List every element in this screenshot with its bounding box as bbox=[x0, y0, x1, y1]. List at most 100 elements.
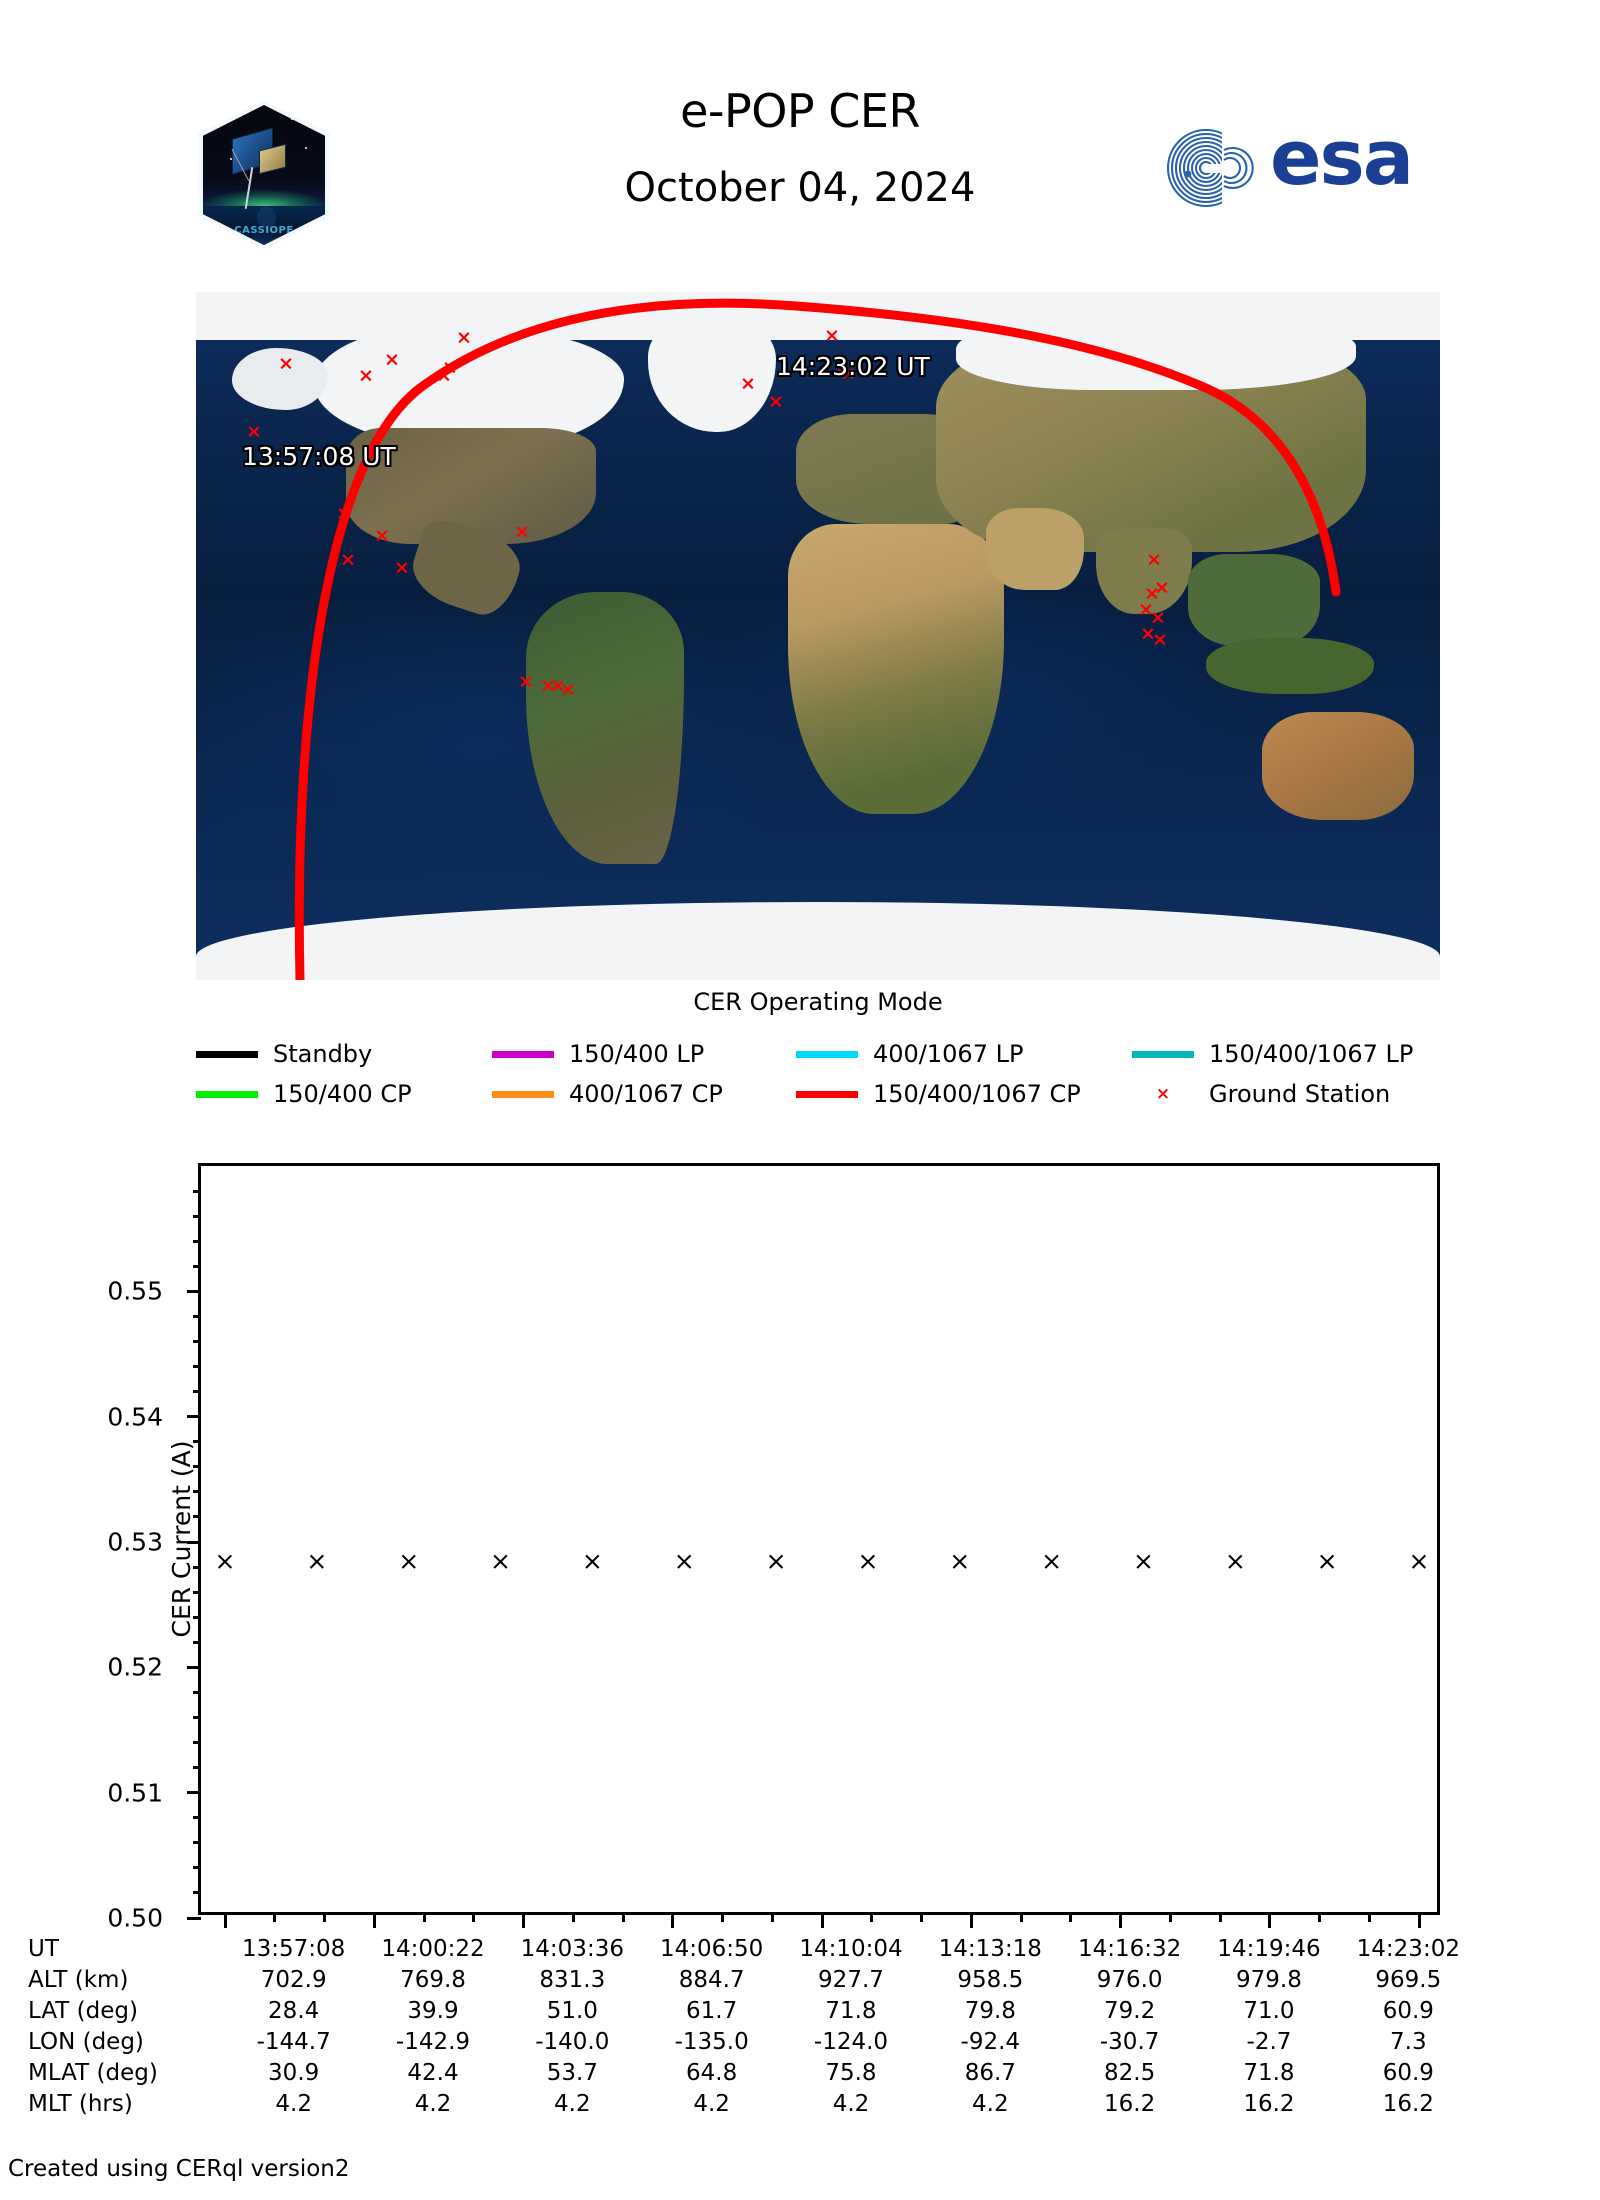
legend-color-swatch bbox=[1132, 1050, 1194, 1058]
ground-station-marker: × bbox=[456, 326, 472, 349]
table-cell: 42.4 bbox=[407, 2060, 459, 2086]
table-row: LON (deg) -144.7 -142.9 -140.0 -135.0 -124.0 -… bbox=[28, 2027, 1478, 2058]
y-tick-minor bbox=[193, 1891, 201, 1895]
y-tick-minor bbox=[193, 1440, 201, 1444]
table-cell: 979.8 bbox=[1236, 1967, 1302, 1993]
table-row-label: UT bbox=[28, 1936, 59, 1962]
page-date: October 04, 2024 bbox=[624, 165, 976, 211]
legend-label: 150/400/1067 CP bbox=[873, 1080, 1081, 1108]
y-tick-major bbox=[187, 1415, 201, 1419]
legend-item-150-400-cp[interactable]: 150/400 CP bbox=[196, 1074, 412, 1114]
data-point: × bbox=[1132, 1546, 1154, 1576]
table-row: MLAT (deg) 30.9 42.4 53.7 64.8 75.8 86.7 82.5 71… bbox=[28, 2058, 1478, 2089]
legend-color-swatch bbox=[196, 1090, 258, 1098]
operating-mode-legend: Standby 150/400 LP 400/1067 LP 150/400/1067… bbox=[196, 1034, 1444, 1114]
table-cell: -2.7 bbox=[1246, 2029, 1292, 2055]
y-tick-major bbox=[187, 1665, 201, 1669]
legend-item-400-1067-cp[interactable]: 400/1067 CP bbox=[492, 1074, 723, 1114]
y-tick-minor bbox=[193, 1264, 201, 1268]
page-header: CASSIOPE e-POP CER October 04, 2024 bbox=[0, 0, 1600, 280]
table-cell: 4.2 bbox=[972, 2091, 1009, 2117]
table-cell: 28.4 bbox=[268, 1998, 320, 2024]
y-tick-label: 0.54 bbox=[107, 1402, 163, 1432]
legend-item-standby[interactable]: Standby bbox=[196, 1034, 372, 1074]
x-tick-minor bbox=[870, 1912, 874, 1922]
legend-item-150-400-1067-cp[interactable]: 150/400/1067 CP bbox=[796, 1074, 1081, 1114]
table-cell: 958.5 bbox=[957, 1967, 1024, 1993]
legend-item-150-400-lp[interactable]: 150/400 LP bbox=[492, 1034, 704, 1074]
footer-credit: Created using CERql version2 bbox=[8, 2156, 350, 2182]
data-point: × bbox=[949, 1546, 971, 1576]
ground-station-marker: × bbox=[1150, 606, 1166, 629]
y-tick-minor bbox=[193, 1314, 201, 1318]
table-cell: 79.8 bbox=[964, 1998, 1016, 2024]
legend-item-150-400-1067-lp[interactable]: 150/400/1067 LP bbox=[1132, 1034, 1413, 1074]
table-cell: 769.8 bbox=[400, 1967, 466, 1993]
ground-station-marker: × bbox=[1140, 622, 1156, 645]
y-tick-minor bbox=[193, 1214, 201, 1218]
x-tick-major bbox=[1268, 1912, 1272, 1928]
table-row-label: LAT (deg) bbox=[28, 1998, 138, 2024]
canada-landmass bbox=[314, 326, 624, 446]
table-cell: 51.0 bbox=[546, 1998, 598, 2024]
table-cell: -142.9 bbox=[395, 2029, 471, 2055]
australia-landmass bbox=[1262, 712, 1414, 820]
x-tick-minor bbox=[1318, 1912, 1321, 1922]
y-tick-minor bbox=[193, 1515, 201, 1519]
ground-station-marker: × bbox=[374, 524, 390, 547]
table-cell: 13:57:08 bbox=[242, 1936, 346, 1962]
table-cell: 4.2 bbox=[414, 2091, 452, 2117]
ground-station-marker: × bbox=[384, 348, 400, 371]
table-cell: -140.0 bbox=[535, 2029, 610, 2055]
y-tick-major bbox=[187, 1540, 201, 1544]
y-tick-label: 0.55 bbox=[107, 1276, 163, 1306]
track-start-time-label: 13:57:08 UT bbox=[242, 442, 396, 471]
indonesia-landmass bbox=[1206, 638, 1374, 694]
table-cell: 53.7 bbox=[546, 2060, 598, 2086]
x-tick-minor bbox=[273, 1912, 277, 1922]
table-cell: 7.3 bbox=[1390, 2029, 1427, 2055]
table-cell: 14:00:22 bbox=[381, 1936, 485, 1962]
data-point: × bbox=[581, 1546, 603, 1576]
track-end-time-label: 14:23:02 UT bbox=[776, 352, 930, 381]
y-tick-minor bbox=[193, 1239, 201, 1243]
table-cell: 71.0 bbox=[1243, 1998, 1295, 2024]
ground-station-marker: × bbox=[1154, 576, 1170, 599]
table-row-label: LON (deg) bbox=[28, 2029, 144, 2055]
x-tick-minor bbox=[571, 1912, 575, 1922]
legend-item-ground-station[interactable]: × Ground Station bbox=[1132, 1074, 1390, 1114]
ground-station-marker: × bbox=[436, 364, 452, 387]
table-cell: -30.7 bbox=[1099, 2029, 1160, 2055]
x-tick-major bbox=[522, 1912, 525, 1928]
legend-label: 400/1067 LP bbox=[873, 1040, 1024, 1068]
x-tick-minor bbox=[1218, 1912, 1222, 1922]
data-point: × bbox=[673, 1546, 695, 1576]
ephemeris-table-body: UT 13:57:08 14:00:22 14:03:36 14:06:50 14:10:… bbox=[28, 1934, 1478, 2120]
arabian-peninsula-landmass bbox=[986, 508, 1084, 590]
table-cell: 30.9 bbox=[268, 2060, 320, 2086]
ground-station-marker: × bbox=[560, 678, 576, 701]
y-tick-minor bbox=[193, 1390, 201, 1394]
cassiope-mission-patch-icon: CASSIOPE bbox=[198, 100, 330, 250]
legend-label: Standby bbox=[273, 1040, 373, 1068]
x-tick-minor bbox=[1367, 1912, 1371, 1922]
ground-station-marker: × bbox=[550, 674, 566, 697]
orbit-ground-track bbox=[294, 298, 1341, 980]
x-tick-minor bbox=[770, 1912, 774, 1922]
y-tick-minor bbox=[193, 1690, 201, 1694]
y-tick-label: 0.52 bbox=[107, 1652, 163, 1682]
ground-station-marker: × bbox=[824, 324, 840, 347]
data-point: × bbox=[398, 1546, 420, 1576]
legend-item-400-1067-lp[interactable]: 400/1067 LP bbox=[796, 1034, 1023, 1074]
table-cell: 4.2 bbox=[554, 2091, 591, 2117]
legend-row: Standby 150/400 LP 400/1067 LP 150/400/1067… bbox=[196, 1034, 1444, 1074]
table-row: ALT (km) 702.9 769.8 831.3 884.7 927.7 958.5 97… bbox=[28, 1965, 1478, 1996]
map-caption: CER Operating Mode bbox=[693, 988, 943, 1016]
ground-station-marker: × bbox=[518, 670, 534, 693]
antarctica-landmass bbox=[196, 902, 1440, 980]
y-tick-minor bbox=[193, 1640, 201, 1644]
data-point: × bbox=[1224, 1546, 1246, 1576]
table-cell: -124.0 bbox=[813, 2029, 889, 2055]
legend-label: 150/400 LP bbox=[569, 1040, 705, 1068]
table-cell: 86.7 bbox=[964, 2060, 1016, 2086]
